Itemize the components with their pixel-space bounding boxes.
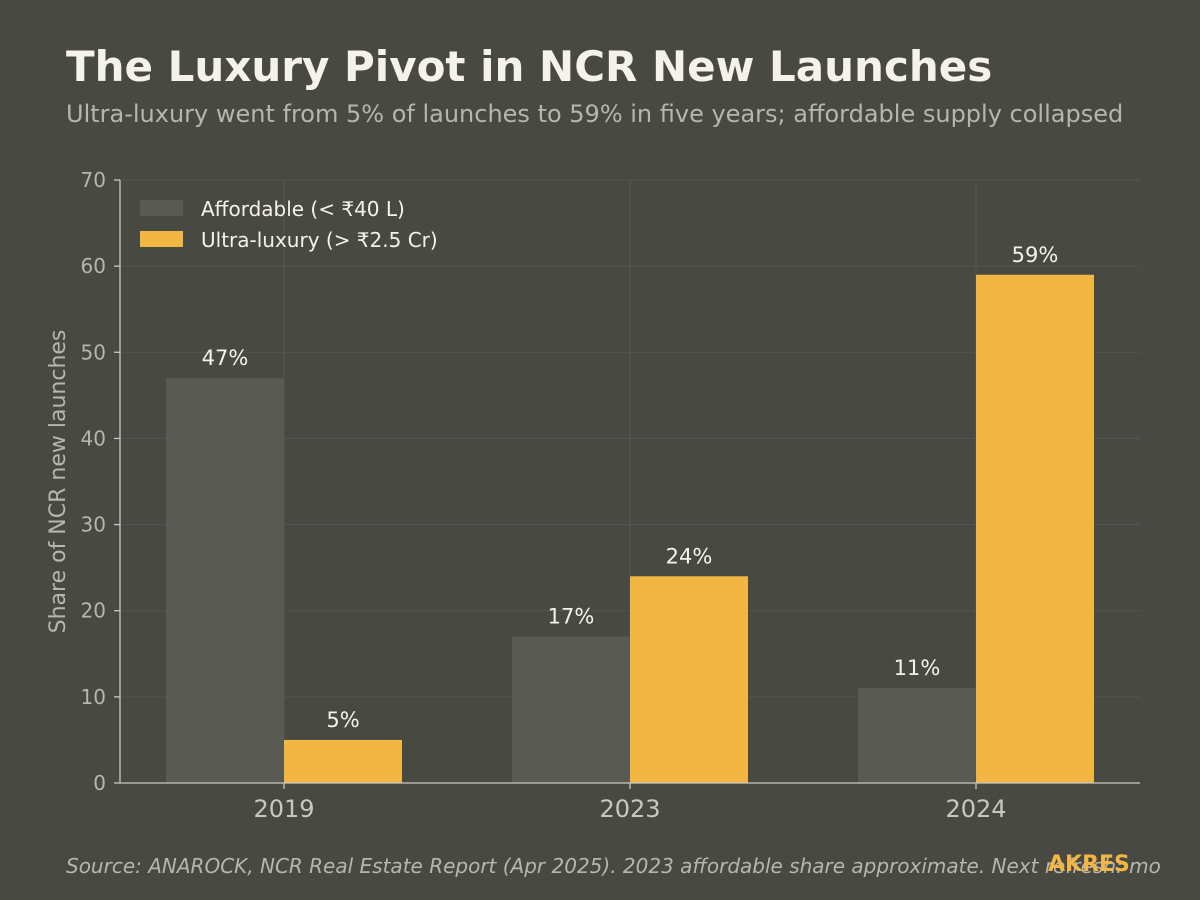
y-tick-label: 20	[81, 599, 106, 623]
y-tick-label: 0	[93, 771, 106, 795]
data-label: 11%	[894, 656, 941, 680]
chart-subtitle: Ultra-luxury went from 5% of launches to…	[66, 100, 1124, 128]
bar-ultra-luxury-2019	[284, 739, 402, 783]
source-note: Source: ANAROCK, NCR Real Estate Report …	[66, 854, 1161, 878]
data-label: 17%	[548, 605, 595, 629]
y-tick-label: 40	[81, 426, 106, 450]
bar-affordable-2019	[166, 378, 284, 783]
legend-label-affordable: Affordable (< ₹40 L)	[201, 197, 405, 221]
x-tick-label: 2023	[599, 795, 660, 823]
y-tick-label: 10	[81, 685, 106, 709]
x-tick-label: 2019	[253, 795, 314, 823]
data-label: 47%	[202, 346, 249, 370]
bar-ultra-luxury-2024	[976, 274, 1094, 783]
x-tick-label: 2024	[945, 795, 1006, 823]
y-tick-label: 60	[81, 254, 106, 278]
legend-swatch-ultra-luxury	[140, 231, 183, 247]
legend-label-ultra-luxury: Ultra-luxury (> ₹2.5 Cr)	[201, 228, 438, 252]
y-tick-label: 30	[81, 513, 106, 537]
chart-title: The Luxury Pivot in NCR New Launches	[66, 42, 993, 91]
data-label: 59%	[1012, 243, 1059, 267]
bar-ultra-luxury-2023	[630, 576, 748, 783]
bar-affordable-2023	[512, 636, 630, 783]
y-tick-label: 50	[81, 340, 106, 364]
brand-logo-text: AKRES	[1048, 852, 1130, 877]
legend-swatch-affordable	[140, 200, 183, 216]
y-tick-label: 70	[81, 168, 106, 192]
bar-affordable-2024	[858, 688, 976, 783]
data-label: 24%	[666, 544, 713, 568]
y-axis-title: Share of NCR new launches	[46, 330, 71, 634]
data-label: 5%	[326, 708, 359, 732]
